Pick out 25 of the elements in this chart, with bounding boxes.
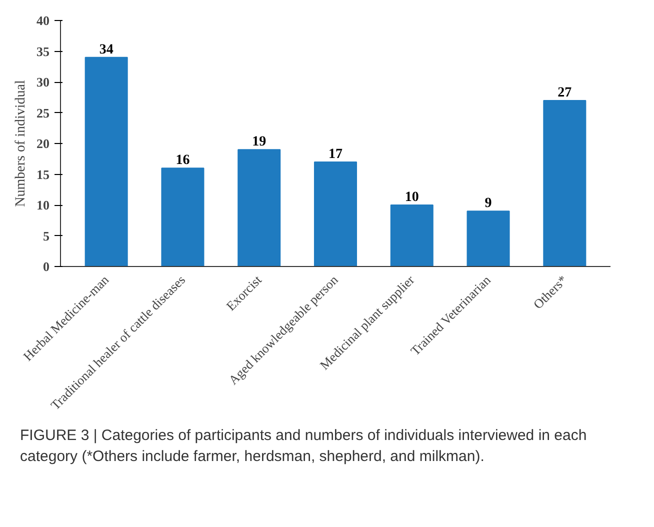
data-label: 19 <box>252 134 266 150</box>
data-label: 16 <box>176 153 190 168</box>
caption: FIGURE 3 | Categories of participants and numbers of individuals interviewed in each category (*Others include farmer, herdsman, shepherd, and milkman). <box>20 426 588 467</box>
y-axis-title: Numbers of individual <box>14 80 28 207</box>
y-tick-label: 30 <box>36 74 50 90</box>
y-tick-label: 15 <box>36 166 50 182</box>
y-tick-label: 0 <box>43 259 50 274</box>
bar <box>84 56 128 266</box>
bar <box>238 149 281 266</box>
bar <box>543 100 586 266</box>
y-tick-label: 35 <box>36 44 50 59</box>
bar <box>466 210 510 266</box>
data-label: 10 <box>404 190 419 205</box>
y-tick-label: 25 <box>36 105 50 120</box>
y-tick-label: 10 <box>36 198 50 212</box>
y-tick-label: 40 <box>36 13 50 28</box>
y-tick-label: 20 <box>36 136 50 151</box>
data-label: 17 <box>328 146 342 162</box>
y-tick-label: 5 <box>43 228 50 244</box>
data-label: 27 <box>558 85 572 100</box>
bar <box>390 204 434 266</box>
bar <box>314 161 358 266</box>
data-label: 9 <box>484 196 492 212</box>
data-label: 34 <box>99 42 114 58</box>
bar <box>161 168 204 266</box>
